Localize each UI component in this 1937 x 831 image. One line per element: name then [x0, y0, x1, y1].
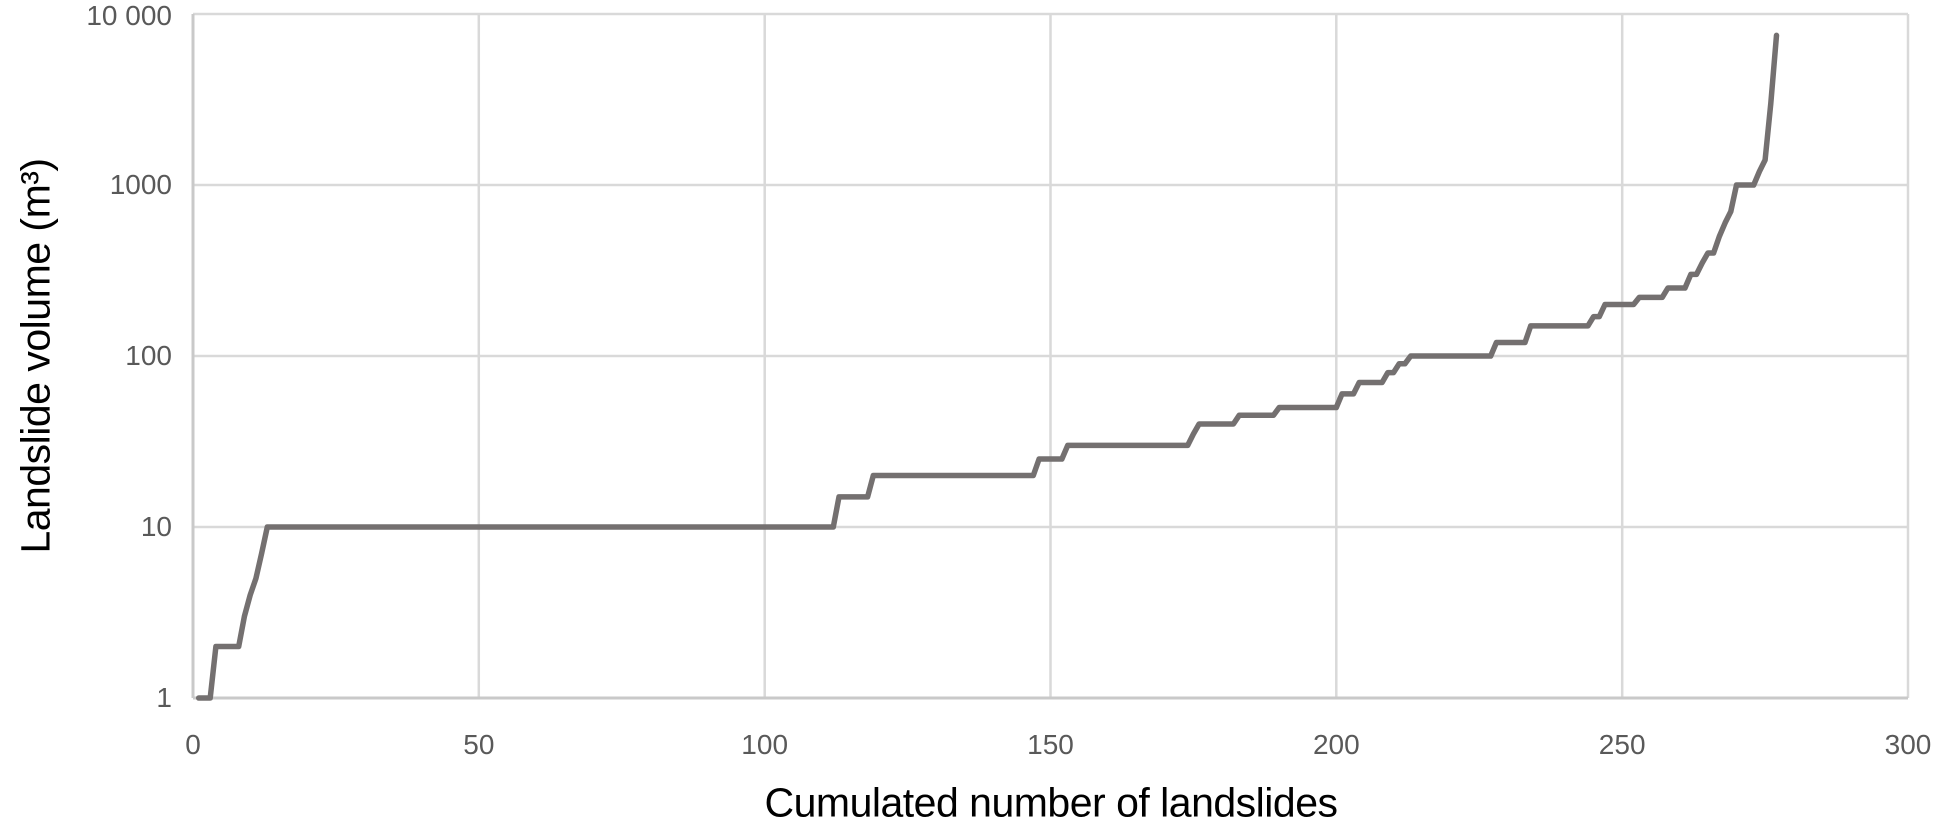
x-axis-title: Cumulated number of landslides	[764, 779, 1339, 826]
y-tick-label: 10	[140, 511, 172, 542]
axis-lines	[191, 14, 1908, 700]
x-tick-label: 50	[463, 729, 495, 760]
series-line	[195, 32, 1780, 701]
x-tick-label: 100	[741, 729, 789, 760]
y-tick-label: 1	[156, 682, 172, 713]
x-tick-label: 150	[1027, 729, 1074, 760]
x-tick-label: 0	[185, 729, 201, 760]
y-axis-title: Landslide volume (m³)	[12, 158, 59, 554]
y-axis-tick-labels: 1 10 100 1000 10 000	[0, 0, 180, 831]
x-tick-label: 300	[1884, 729, 1932, 760]
y-tick-label: 10 000	[86, 0, 172, 31]
x-tick-label: 200	[1312, 729, 1360, 760]
x-tick-label: 250	[1598, 729, 1646, 760]
y-tick-label: 1000	[109, 169, 172, 200]
y-tick-label: 100	[125, 340, 172, 371]
